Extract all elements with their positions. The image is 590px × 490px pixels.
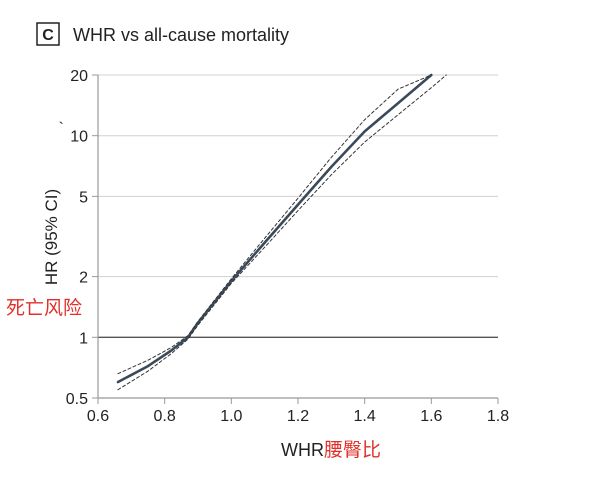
y-tick-label: 2 [79,270,88,287]
panel-label: C [42,27,54,44]
chart-title: WHR vs all-cause mortality [73,25,289,45]
x-tick-label: 1.6 [420,408,442,425]
lower-ci-line [117,74,447,391]
x-tick-label: 1.2 [287,408,309,425]
y-tick-label: 20 [70,68,88,85]
data-series [116,73,447,391]
axes [92,74,499,404]
y-tick-label: 5 [79,189,88,206]
x-tick-label: 0.6 [87,408,109,425]
tick-labels: 0.5 1 2 5 10 ` 20 0.6 0.8 1.0 1.2 1.4 1.6 1.8 [59,68,510,425]
y-axis-annotation: 死亡风险 [6,297,82,319]
x-axis-annotation: 腰臀比 [324,439,381,461]
y-tick-label-artifact: ` [59,121,64,138]
x-tick-label: 1.0 [220,408,242,425]
y-tick-label: 10 [70,129,88,146]
x-tick-label: 1.4 [354,408,376,425]
panel-label-box [36,22,60,46]
estimate-line [116,73,433,384]
upper-ci-line [117,74,432,375]
x-axis-label: WHR [281,440,324,460]
x-tick-label: 1.8 [487,408,509,425]
x-tick-label: 0.8 [154,408,176,425]
y-axis-label: HR (95% CI) [42,189,61,285]
y-tick-label: 0.5 [66,391,88,408]
y-tick-label: 1 [79,330,88,347]
